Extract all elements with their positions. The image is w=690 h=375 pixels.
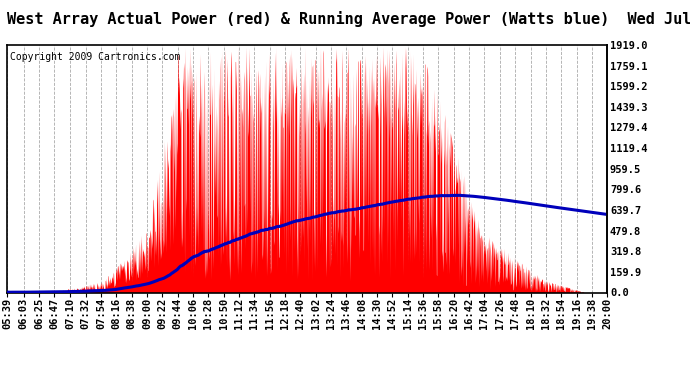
Text: Copyright 2009 Cartronics.com: Copyright 2009 Cartronics.com [10, 53, 180, 62]
Text: West Array Actual Power (red) & Running Average Power (Watts blue)  Wed Jul 22 2: West Array Actual Power (red) & Running … [7, 11, 690, 27]
